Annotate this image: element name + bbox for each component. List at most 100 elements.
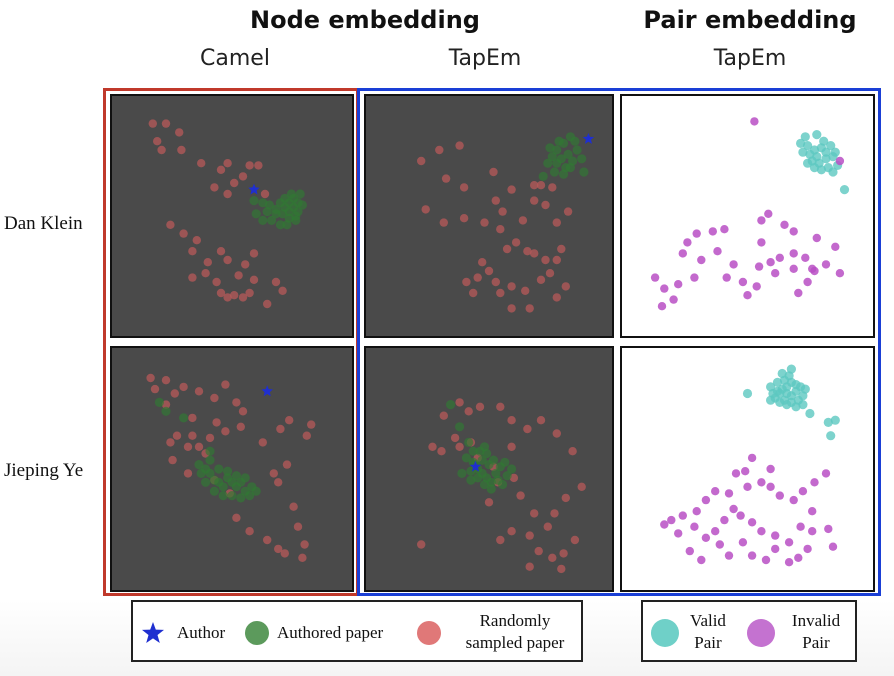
camel-dan-klein-random-point-25 — [212, 277, 221, 287]
tapem-jieping-ye-random-point-32 — [534, 546, 543, 556]
tapem-pair-jieping-ye-invalid-point-28 — [771, 531, 780, 540]
tapem-pair-dan-klein-invalid-point-26 — [752, 282, 761, 291]
tapem-dan-klein-authored-point-19 — [579, 167, 589, 177]
tapem-pair-jieping-ye-invalid-point-36 — [761, 555, 771, 565]
tapem-pair-jieping-ye-invalid-point-44 — [828, 542, 838, 551]
tapem-pair-dan-klein-valid-point-14 — [809, 163, 820, 173]
camel-dan-klein-random-point-32 — [230, 291, 239, 300]
tapem-dan-klein-random-point-26 — [552, 255, 561, 265]
tapem-jieping-ye-authored-point-18 — [488, 455, 499, 465]
tapem-dan-klein-authored-point-18 — [565, 132, 575, 142]
tapem-pair-jieping-ye-invalid-point-30 — [796, 522, 805, 531]
camel-dan-klein-random-point-20 — [216, 247, 226, 256]
scatter-tapem-pair-dan-klein — [650, 117, 850, 311]
tapem-dan-klein-random-point-18 — [439, 218, 448, 227]
tapem-pair-dan-klein-valid-point-19 — [800, 132, 810, 142]
tapem-dan-klein-random-point-38 — [536, 275, 546, 284]
tapem-pair-jieping-ye-valid-point-32 — [826, 431, 836, 441]
tapem-dan-klein-random-point-15 — [518, 216, 528, 225]
camel-jieping-ye-random-point-27 — [280, 549, 289, 558]
camel-jieping-ye-random-point-34 — [258, 438, 267, 447]
tapem-pair-jieping-ye-invalid-point-26 — [747, 518, 757, 527]
tapem-dan-klein-random-point-36 — [473, 273, 482, 282]
tapem-pair-jieping-ye-valid-point-31 — [830, 415, 840, 425]
tapem-pair-dan-klein-invalid-point-36 — [650, 273, 660, 282]
camel-dan-klein-random-point-26 — [216, 288, 226, 298]
camel-dan-klein-random-point-0 — [148, 119, 157, 128]
tapem-jieping-ye-random-point-9 — [568, 447, 577, 456]
tapem-dan-klein-random-point-32 — [496, 288, 505, 298]
tapem-pair-jieping-ye-invalid-point-3 — [743, 482, 752, 491]
camel-jieping-ye-random-point-31 — [289, 502, 298, 511]
tapem-jieping-ye-random-point-11 — [561, 493, 570, 503]
legend-invalid-label-line2: Pair — [802, 633, 830, 652]
camel-jieping-ye-random-point-4 — [194, 387, 204, 396]
tapem-dan-klein-random-point-10 — [491, 196, 500, 205]
tapem-pair-jieping-ye-valid-point-13 — [772, 377, 783, 387]
tapem-jieping-ye-random-point-5 — [507, 416, 516, 425]
tapem-pair-dan-klein-invalid-point-22 — [801, 253, 810, 262]
tapem-jieping-ye-random-point-34 — [507, 442, 516, 451]
tapem-pair-jieping-ye-invalid-point-4 — [757, 478, 766, 487]
camel-jieping-ye-authored-point-15 — [209, 486, 219, 496]
camel-jieping-ye-random-point-30 — [293, 522, 303, 531]
tapem-jieping-ye-authored-point-15 — [498, 479, 508, 490]
camel-jieping-ye-random-point-35 — [276, 424, 285, 434]
tapem-pair-jieping-ye-invalid-point-42 — [685, 546, 694, 556]
tapem-pair-dan-klein-valid-point-13 — [816, 165, 826, 175]
camel-dan-klein-authored-point-26 — [258, 215, 268, 225]
camel-dan-klein-authored-point-22 — [291, 215, 301, 225]
tapem-pair-jieping-ye-valid-point-29 — [805, 408, 815, 419]
tapem-dan-klein-random-point-16 — [552, 218, 561, 227]
tapem-pair-jieping-ye-invalid-point-23 — [720, 515, 729, 525]
tapem-jieping-ye-author-point-0 — [469, 460, 482, 472]
scatter-tapem-jieping-ye — [417, 398, 586, 574]
camel-jieping-ye-random-point-37 — [302, 431, 311, 440]
camel-jieping-ye-random-point-42 — [188, 413, 197, 423]
camel-jieping-ye-authored-point-0 — [194, 460, 204, 470]
tapem-pair-jieping-ye-valid-point-20 — [782, 400, 792, 410]
tapem-jieping-ye-random-point-29 — [570, 535, 580, 545]
tapem-dan-klein-random-point-13 — [563, 207, 573, 216]
tapem-pair-jieping-ye-invalid-point-5 — [766, 482, 775, 491]
legend-random-label-line1: Randomly — [479, 611, 551, 630]
camel-jieping-ye-authored-point-11 — [245, 491, 255, 501]
tapem-pair-jieping-ye-invalid-point-40 — [715, 540, 724, 549]
tapem-jieping-ye-authored-point-27 — [479, 442, 490, 452]
tapem-pair-jieping-ye-invalid-point-8 — [798, 487, 808, 496]
tapem-dan-klein-authored-point-10 — [572, 145, 582, 155]
tapem-jieping-ye-random-point-26 — [543, 522, 552, 531]
tapem-dan-klein-authored-point-8 — [556, 154, 566, 164]
tapem-pair-dan-klein-valid-point-1 — [803, 141, 813, 151]
legend-valid-label-line2: Pair — [694, 633, 722, 652]
camel-jieping-ye-authored-point-22 — [240, 473, 250, 483]
tapem-pair-dan-klein-invalid-point-1 — [835, 156, 845, 166]
tapem-pair-dan-klein-invalid-point-13 — [697, 255, 706, 265]
camel-dan-klein-authored-point-23 — [295, 189, 305, 199]
tapem-pair-dan-klein-invalid-point-25 — [771, 269, 780, 278]
camel-jieping-ye-random-point-0 — [146, 373, 155, 383]
tapem-pair-dan-klein-invalid-point-38 — [835, 269, 845, 278]
tapem-dan-klein-random-point-5 — [489, 167, 498, 177]
tapem-pair-dan-klein-valid-point-18 — [830, 147, 840, 157]
camel-jieping-ye-random-point-25 — [263, 535, 272, 545]
camel-dan-klein-random-point-15 — [230, 178, 239, 188]
tapem-pair-jieping-ye-invalid-point-21 — [701, 533, 711, 542]
column-title-camel: Camel — [200, 46, 270, 71]
tapem-pair-jieping-ye-valid-point-27 — [742, 388, 753, 399]
tapem-jieping-ye-random-point-36 — [484, 498, 494, 507]
tapem-dan-klein-random-point-2 — [417, 156, 426, 166]
tapem-pair-dan-klein-valid-point-10 — [821, 154, 831, 164]
camel-jieping-ye-random-point-41 — [150, 384, 160, 394]
camel-jieping-ye-random-point-5 — [210, 393, 219, 403]
tapem-dan-klein-random-point-7 — [530, 181, 539, 190]
tapem-pair-jieping-ye-invalid-point-10 — [821, 469, 831, 478]
tapem-pair-jieping-ye-valid-point-25 — [786, 364, 796, 374]
tapem-pair-jieping-ye-invalid-point-17 — [667, 515, 676, 525]
tapem-jieping-ye-random-point-25 — [525, 531, 534, 540]
tapem-dan-klein-authored-point-7 — [547, 152, 557, 162]
tapem-pair-jieping-ye-invalid-point-24 — [729, 504, 738, 514]
tapem-pair-dan-klein-invalid-point-35 — [660, 284, 669, 293]
camel-dan-klein-random-point-30 — [249, 275, 259, 284]
tapem-jieping-ye-random-point-15 — [509, 473, 519, 483]
